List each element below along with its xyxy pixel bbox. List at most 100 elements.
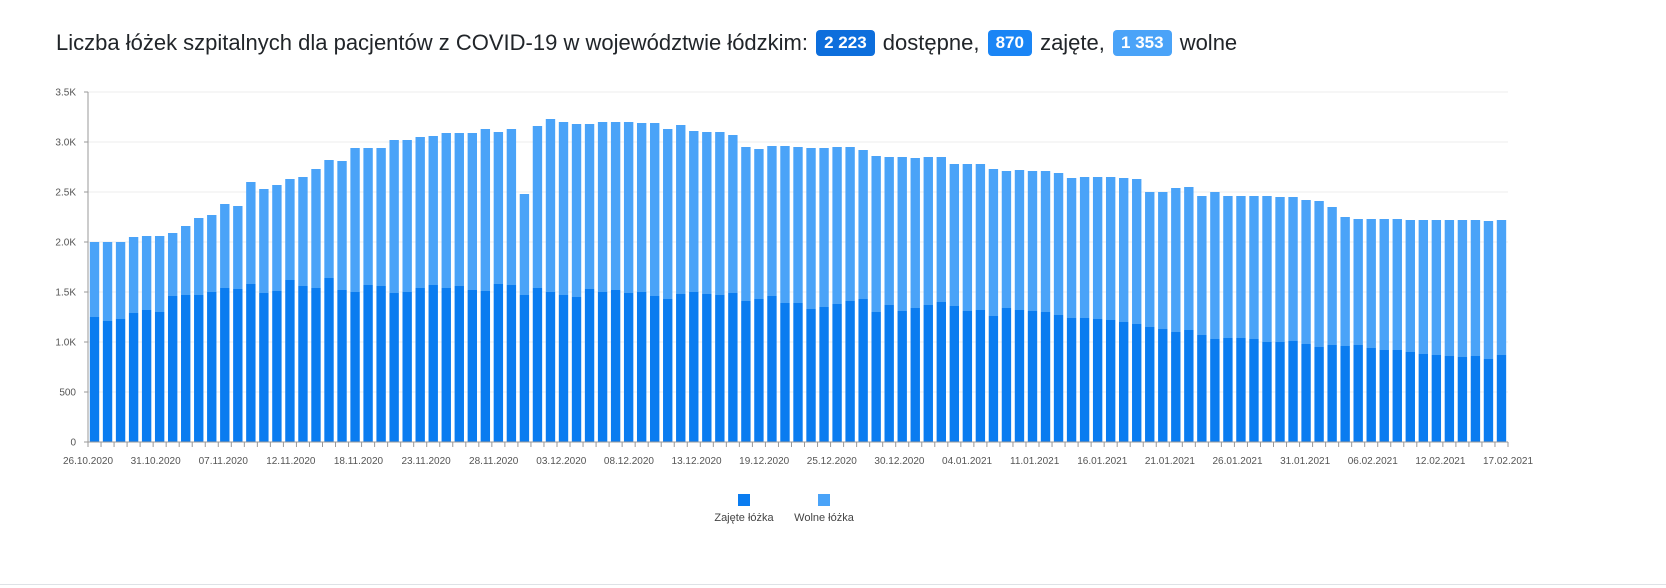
bar-occupied [350,292,360,442]
bar-free [298,177,308,286]
y-tick-label: 3.0K [55,138,76,149]
bar-occupied [1483,359,1494,442]
bar-free [324,160,334,278]
bar-free [584,124,595,289]
bar-occupied [1184,330,1194,442]
bar-free [780,146,790,303]
bar-free [441,133,451,288]
bar-occupied [167,296,178,442]
bar-occupied [1210,339,1220,442]
x-tick-label: 31.10.2020 [131,456,181,467]
bar-occupied [623,293,634,442]
total-beds-label: dostępne, [882,30,980,55]
bar-occupied [220,288,230,442]
legend-item-free[interactable]: Wolne łóżka [792,494,856,524]
y-tick-label: 1.5K [55,288,76,299]
bar-occupied [128,313,139,442]
bar-occupied [936,302,946,442]
bar-free [858,150,868,299]
bar-occupied [389,293,399,442]
bar-occupied [584,289,595,442]
bar-free [806,148,816,309]
bar-occupied [806,309,816,442]
bar-free [949,164,960,306]
bar-occupied [1457,357,1468,442]
bar-free [363,148,373,285]
x-tick-label: 16.01.2021 [1077,456,1127,467]
bar-free [1418,220,1429,354]
total-beds-badge: 2 223 [816,30,875,56]
bar-occupied [1197,335,1207,442]
bar-occupied [363,285,373,442]
bar-free [181,226,191,295]
bar-free [884,157,894,305]
bar-occupied [1288,341,1298,442]
bar-free [1145,192,1155,327]
x-tick-label: 03.12.2020 [536,456,586,467]
bar-occupied [1444,356,1455,442]
bar-occupied [741,301,751,442]
bar-occupied [1001,308,1012,442]
bar-free [754,149,764,299]
bar-occupied [871,312,881,442]
bar-occupied [884,305,894,442]
bar-occupied [337,290,347,442]
bar-occupied [1171,332,1181,442]
bar-free [650,123,660,296]
bar-occupied [1079,318,1090,442]
bar-free [167,233,178,296]
bar-free [1066,178,1077,318]
bar-free [1275,197,1285,342]
bar-occupied [454,286,464,442]
occupied-beds-badge: 870 [987,30,1032,56]
bar-occupied [571,297,582,442]
bar-occupied [1027,311,1038,442]
x-tick-label: 06.02.2021 [1348,456,1398,467]
bar-free [845,147,855,301]
bar-occupied [1053,315,1064,442]
x-tick-label: 26.10.2020 [63,456,113,467]
bar-occupied [1470,356,1481,442]
bar-free [89,242,100,317]
legend-item-occupied[interactable]: Zajęte łóżka [712,494,776,524]
bar-occupied [636,292,647,442]
bar-free [506,129,517,285]
bar-occupied [415,288,425,442]
y-tick-label: 2.5K [55,188,76,199]
bar-occupied [1301,344,1311,442]
bar-free [962,164,973,311]
bar-free [936,157,946,302]
bar-free [1105,177,1116,320]
bar-occupied [1223,338,1233,442]
x-tick-label: 21.01.2021 [1145,456,1195,467]
bar-occupied [154,312,165,442]
bar-free [1379,219,1389,350]
bar-occupied [676,294,686,442]
bar-free [623,122,634,293]
bar-occupied [272,291,282,442]
bar-occupied [975,310,986,442]
bar-free [1431,220,1442,355]
bar-free [272,185,282,291]
bar-occupied [194,295,204,442]
bar-occupied [962,311,973,442]
bar-free [1236,196,1246,338]
bar-free [871,156,881,312]
bar-free [1040,171,1051,312]
bar-occupied [1105,320,1116,442]
bar-free [1470,220,1481,356]
bar-free [1288,197,1298,341]
bar-free [194,218,204,295]
bar-free [402,140,412,292]
bar-free [1184,187,1194,330]
bar-occupied [402,292,412,442]
y-tick-label: 1.0K [55,338,76,349]
bar-occupied [506,285,517,442]
bar-occupied [1236,338,1246,442]
free-beds-badge: 1 353 [1113,30,1172,56]
bar-occupied [949,306,960,442]
bar-occupied [1040,312,1051,442]
chart-heading: Liczba łóżek szpitalnych dla pacjentów z… [56,26,1237,60]
bar-free [910,158,920,308]
bar-occupied [832,304,842,442]
